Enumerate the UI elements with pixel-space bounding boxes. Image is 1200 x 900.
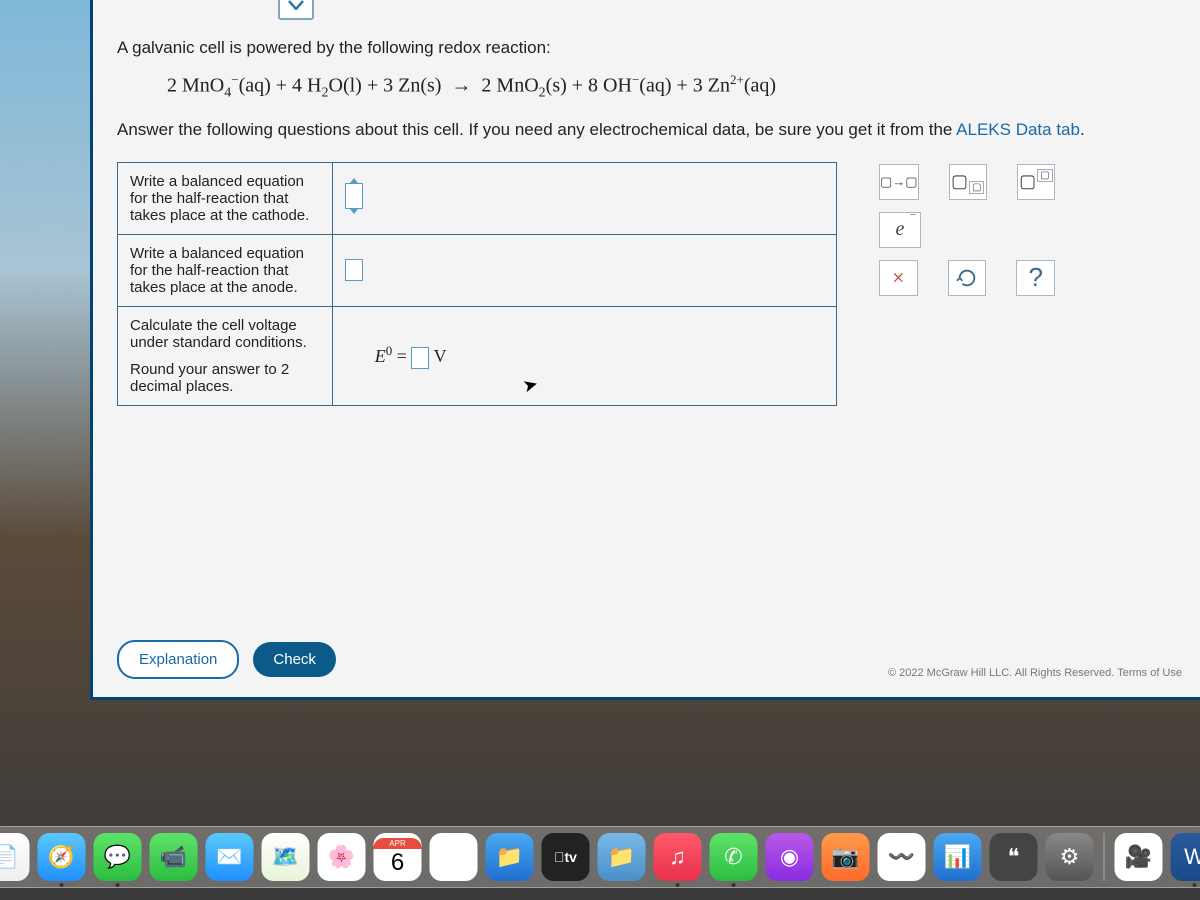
dock-safari-icon[interactable]: 🧭 [38,833,86,881]
dock-tv-icon[interactable]: tv [542,833,590,881]
row-voltage: Calculate the cell voltage under standar… [118,306,837,405]
dock-reminders-icon[interactable]: ☰ [430,833,478,881]
dock-word-icon[interactable]: W [1171,833,1200,881]
input-voltage-cell[interactable]: E0 = V [332,306,836,405]
dock-whatsapp-icon[interactable]: ✆ [710,833,758,881]
dock-music-icon[interactable]: ♫ [654,833,702,881]
equation-input-anode[interactable] [345,259,363,281]
answer-table: Write a balanced equation for the half-r… [117,162,837,406]
dock-finder2-icon[interactable]: 📁 [486,833,534,881]
dock-terminal-icon[interactable]: ❝ [990,833,1038,881]
dock-charts-icon[interactable]: 📊 [934,833,982,881]
instruction-text: Answer the following questions about thi… [117,120,1184,140]
dock-facetime-icon[interactable]: 📹 [150,833,198,881]
redox-equation: 2 MnO4−(aq) + 4 H2O(l) + 3 Zn(s) → 2 MnO… [167,72,1184,102]
check-button[interactable]: Check [253,642,336,677]
palette-reset-button[interactable] [948,260,987,296]
palette-superscript-button[interactable]: ▢▢ [1017,164,1055,200]
intro-text: A galvanic cell is powered by the follow… [117,38,1184,58]
symbol-palette: ▢→▢ ▢▢ ▢▢ e × ? [877,162,1057,406]
question-panel: A galvanic cell is powered by the follow… [90,0,1200,700]
palette-subscript-button[interactable]: ▢▢ [949,164,987,200]
palette-electron-button[interactable]: e [879,212,921,248]
aleks-data-link[interactable]: ALEKS Data tab [956,120,1080,139]
equation-input-cathode[interactable] [345,183,363,209]
palette-arrow-button[interactable]: ▢→▢ [879,164,919,200]
copyright-text: © 2022 McGraw Hill LLC. All Rights Reser… [888,667,1182,679]
input-cathode[interactable] [332,162,836,234]
prompt-anode: Write a balanced equation for the half-r… [118,234,333,306]
prompt-voltage: Calculate the cell voltage under standar… [118,306,333,405]
dock-photos-icon[interactable]: 🌸 [318,833,366,881]
row-cathode: Write a balanced equation for the half-r… [118,162,837,234]
dock-maps-icon[interactable]: 🗺️ [262,833,310,881]
dock-photobooth-icon[interactable]: 📷 [822,833,870,881]
collapse-toggle[interactable] [278,0,314,20]
dock-settings-icon[interactable]: ⚙ [1046,833,1094,881]
palette-help-button[interactable]: ? [1016,260,1055,296]
palette-clear-button[interactable]: × [879,260,918,296]
row-anode: Write a balanced equation for the half-r… [118,234,837,306]
dock-mail-icon[interactable]: ✉️ [206,833,254,881]
explanation-button[interactable]: Explanation [117,640,239,679]
dock-folder-icon[interactable]: 📁 [598,833,646,881]
dock-pages-icon[interactable]: 📄 [0,833,30,881]
voltage-input[interactable] [411,347,429,369]
prompt-cathode: Write a balanced equation for the half-r… [118,162,333,234]
dock-stocks-icon[interactable]: 〰️ [878,833,926,881]
dock-messages-icon[interactable]: 💬 [94,833,142,881]
dock-calendar-icon[interactable]: APR6 [374,833,422,881]
work-area: Write a balanced equation for the half-r… [117,162,1184,406]
dock-podcasts-icon[interactable]: ◉ [766,833,814,881]
dock-camera-icon[interactable]: 🎥 [1115,833,1163,881]
macos-dock: 🙂▦📄🧭💬📹✉️🗺️🌸APR6☰📁tv📁♫✆◉📷〰️📊❝⚙🎥W🌐👥 [0,826,1200,888]
input-anode[interactable] [332,234,836,306]
